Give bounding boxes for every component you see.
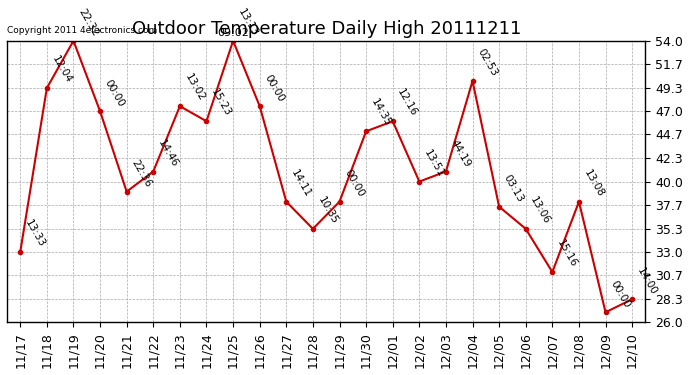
Title: Outdoor Temperature Daily High 20111211: Outdoor Temperature Daily High 20111211 xyxy=(132,20,521,38)
Text: 14:00: 14:00 xyxy=(635,266,658,296)
Text: 13:06: 13:06 xyxy=(529,195,552,226)
Text: 00:00: 00:00 xyxy=(103,78,126,108)
Text: 09:02: 09:02 xyxy=(217,28,249,38)
Text: 13:33: 13:33 xyxy=(23,218,47,249)
Text: 14:11: 14:11 xyxy=(289,168,313,199)
Text: 13:02: 13:02 xyxy=(183,72,206,104)
Text: 02:53: 02:53 xyxy=(475,47,499,78)
Text: 00:00: 00:00 xyxy=(342,168,366,199)
Text: 13:13: 13:13 xyxy=(236,7,259,38)
Text: 44:19: 44:19 xyxy=(448,138,473,169)
Text: 12:16: 12:16 xyxy=(395,87,420,118)
Text: 15:23: 15:23 xyxy=(209,87,233,118)
Text: 13:51: 13:51 xyxy=(422,148,446,179)
Text: 10:35: 10:35 xyxy=(316,195,339,226)
Text: 14:46: 14:46 xyxy=(156,138,180,169)
Text: 22:36: 22:36 xyxy=(130,158,153,189)
Text: 15:16: 15:16 xyxy=(555,238,579,269)
Text: Copyright 2011 4electronics.com: Copyright 2011 4electronics.com xyxy=(7,26,157,35)
Text: 14:35: 14:35 xyxy=(369,98,393,129)
Text: 12:04: 12:04 xyxy=(50,54,73,85)
Text: 00:00: 00:00 xyxy=(262,73,286,104)
Text: 13:08: 13:08 xyxy=(582,168,605,199)
Text: 03:13: 03:13 xyxy=(502,173,526,204)
Text: 00:00: 00:00 xyxy=(609,279,632,309)
Text: 22:32: 22:32 xyxy=(76,7,100,38)
